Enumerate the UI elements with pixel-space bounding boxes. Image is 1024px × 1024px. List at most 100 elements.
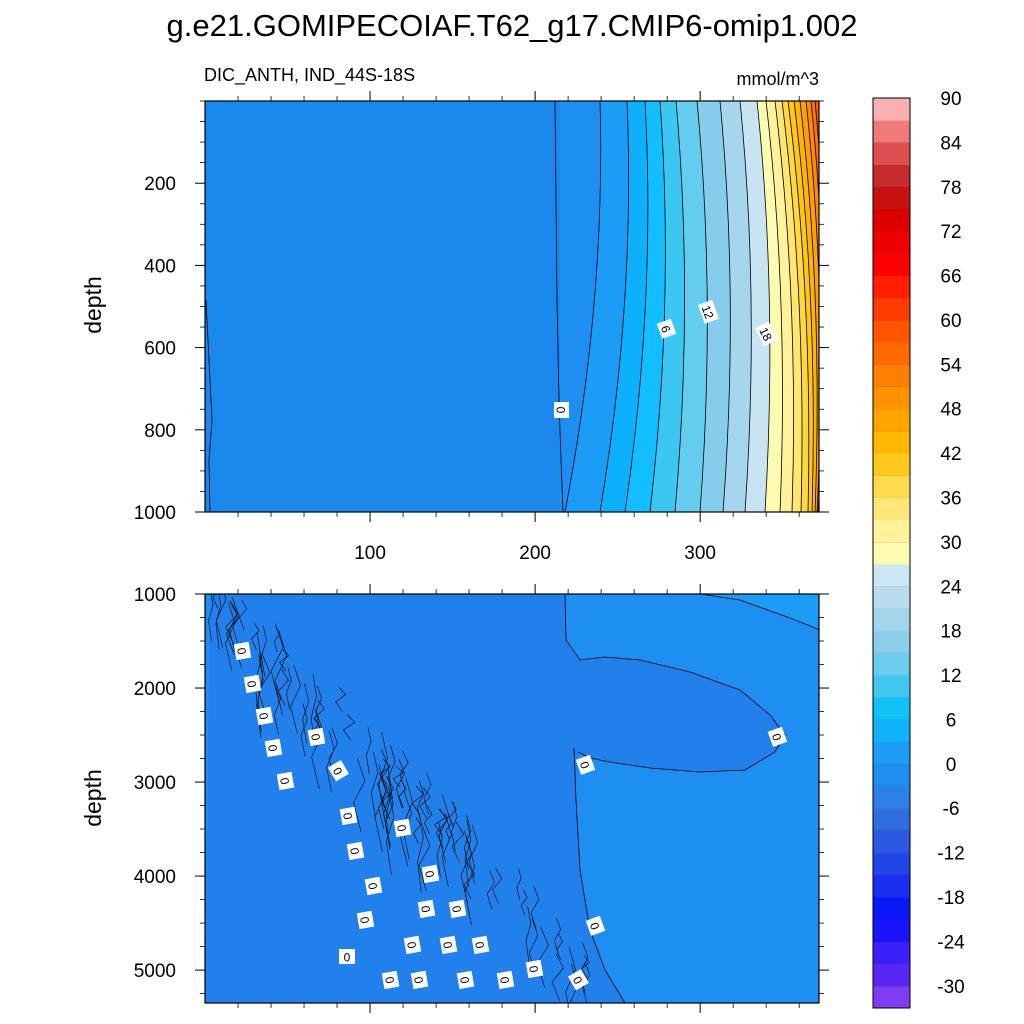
colorbar-swatch <box>873 342 910 365</box>
upper-contour-line <box>649 101 666 512</box>
lower-contour-label-0: 0 <box>364 876 383 896</box>
colorbar-tick-label: 54 <box>940 355 962 376</box>
upper-contour-line <box>805 101 819 512</box>
contour-label-box <box>554 402 569 418</box>
contour-label-6: 6 <box>656 318 677 339</box>
noisy-contour-line <box>383 782 390 834</box>
noisy-contour-line <box>274 629 287 716</box>
colorbar-swatch <box>873 763 910 787</box>
noisy-contour-line <box>525 906 532 965</box>
noisy-contour-line <box>395 759 405 808</box>
noisy-contour-line <box>225 601 239 655</box>
noisy-contour-line <box>417 813 424 894</box>
lower-ylabel: depth <box>80 769 106 827</box>
colorbar-swatch <box>873 519 910 543</box>
colorbar-tick-label: 48 <box>940 400 961 421</box>
contour-label-text: 0 <box>357 916 372 925</box>
noisy-contour-line <box>315 685 322 729</box>
colorbar-tick-label: -6 <box>943 799 960 820</box>
colorbar-swatch <box>873 963 910 987</box>
colorbar-swatch <box>873 275 910 299</box>
contour-label-box <box>364 876 383 896</box>
colorbar: -30 -24 -18 -12 -6 0 6 12 18 24 30 36 42 48 54 60 66 72 78… <box>872 89 965 1009</box>
y-tick-label: 800 <box>144 421 176 442</box>
noisy-contour-line <box>399 750 409 791</box>
y-tick-label: 600 <box>144 339 176 360</box>
noisy-contour-line <box>551 953 564 1001</box>
upper-left-contour-line <box>205 299 213 512</box>
contour-label-text: 0 <box>344 951 351 965</box>
noisy-contour-line <box>464 819 472 888</box>
lower-contour-label-0: 0 <box>339 949 355 965</box>
noisy-contour-line <box>378 731 388 820</box>
x-tick-label: 300 <box>684 543 716 564</box>
colorbar-tick-label: 60 <box>940 311 961 332</box>
contour-label-12: 12 <box>698 299 719 324</box>
upper-contour-band <box>811 101 819 512</box>
noisy-contour-line <box>215 594 222 650</box>
contour-label-box <box>339 949 355 964</box>
contour-label-0: 0 <box>554 402 569 418</box>
colorbar-swatch <box>873 253 910 276</box>
lower-contour-label-0: 0 <box>255 706 274 726</box>
noisy-contour-line <box>469 824 478 885</box>
contour-label-text: 0 <box>404 941 419 950</box>
upper-contour-line <box>787 101 810 512</box>
colorbar-tick-label: 36 <box>940 489 961 510</box>
noisy-contour-line <box>251 622 260 650</box>
noisy-contour-line <box>208 594 214 642</box>
lower-contour-label-0: 0 <box>381 970 400 990</box>
noisy-contour-line <box>278 669 289 706</box>
contour-label-text: 0 <box>234 647 249 656</box>
noisy-contour-line <box>335 687 347 712</box>
colorbar-tick-label: 24 <box>940 577 962 598</box>
contour-label-text: 12 <box>699 304 717 322</box>
upper-contour-line <box>719 101 731 512</box>
noisy-contour-line <box>215 594 227 649</box>
colorbar-swatch <box>873 808 910 831</box>
noisy-contour-line <box>464 814 471 870</box>
noisy-contour-line <box>418 826 431 892</box>
noisy-contour-line <box>366 727 372 775</box>
noisy-contour-line <box>225 600 239 645</box>
contour-label-text: 0 <box>347 847 362 856</box>
y-tick-label: 1000 <box>134 585 176 606</box>
contour-label-box <box>393 818 412 838</box>
lower-contour-label-0: 0 <box>403 935 422 955</box>
noisy-contour-line <box>581 955 590 979</box>
noisy-contour-line <box>387 745 396 800</box>
colorbar-frame <box>872 97 911 1009</box>
colorbar-swatch <box>873 985 910 1009</box>
lower-contour-label-0: 0 <box>421 864 440 884</box>
colorbar-swatch <box>873 741 910 765</box>
colorbar-swatch <box>873 319 910 343</box>
contour-label-text: 0 <box>411 976 426 985</box>
noisy-contour-line <box>451 802 458 851</box>
colorbar-tick-label: 84 <box>940 133 962 154</box>
contour-label-text: 0 <box>440 941 455 950</box>
contour-label-box <box>339 806 358 826</box>
y-tick-label: 2000 <box>134 679 176 700</box>
lower-contour-label-0: 0 <box>346 841 365 861</box>
contour-label-text: 0 <box>394 824 409 833</box>
colorbar-swatch <box>873 897 910 920</box>
upper-contour-labels: 0 6 12 18 <box>554 299 778 418</box>
lower-contour-label-0: 0 <box>339 806 358 826</box>
colorbar-tick-label: 90 <box>940 89 961 110</box>
noisy-contour-line <box>492 867 503 905</box>
x-tick-label: 100 <box>354 543 386 564</box>
contour-label-box <box>255 706 274 726</box>
colorbar-swatch <box>873 186 910 210</box>
y-tick-label: 3000 <box>134 773 176 794</box>
noisy-contour-line <box>436 808 448 849</box>
colorbar-swatch <box>873 941 910 965</box>
noisy-contour-line <box>261 625 267 677</box>
colorbar-swatch <box>873 386 910 410</box>
noisy-contour-line <box>370 752 379 820</box>
colorbar-swatch <box>873 231 910 254</box>
upper-contour-line <box>781 101 803 512</box>
contour-label-box <box>421 864 440 884</box>
lower-contour-label-0: 0 <box>496 970 515 990</box>
upper-contour-line <box>674 101 685 512</box>
lower-contour-label-0: 0 <box>410 970 429 990</box>
